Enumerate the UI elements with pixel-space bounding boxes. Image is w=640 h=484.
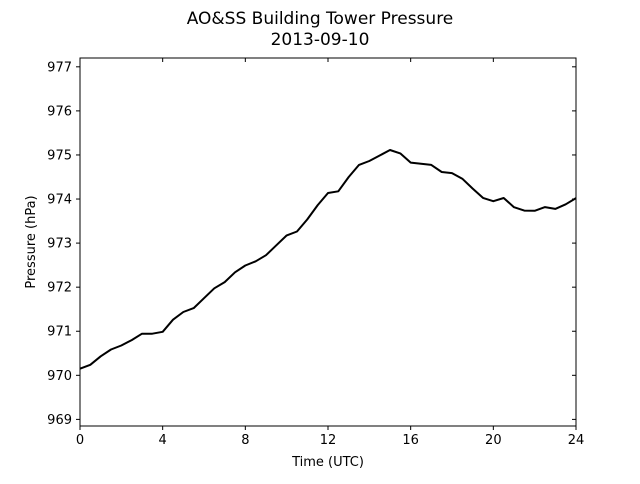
y-tick-label: 977 (47, 60, 72, 75)
y-tick-label: 969 (47, 413, 72, 428)
y-tick-label: 970 (47, 369, 72, 384)
chart-title: AO&SS Building Tower Pressure (187, 9, 454, 29)
y-tick-label: 973 (47, 237, 72, 252)
x-axis-label: Time (UTC) (291, 455, 364, 470)
y-tick-label: 971 (47, 325, 72, 340)
y-tick-label: 975 (47, 148, 72, 163)
x-tick-label: 16 (402, 433, 419, 448)
axes-frame (79, 57, 577, 427)
x-tick-label: 24 (568, 433, 585, 448)
x-tick-label: 8 (241, 433, 249, 448)
chart-subtitle: 2013-09-10 (271, 30, 370, 50)
x-tick-label: 0 (76, 433, 84, 448)
plot-area: 0 4 8 12 16 20 24 969 970 971 972 973 974 975 976 977 (47, 57, 585, 448)
y-axis-label: Pressure (hPa) (24, 195, 39, 288)
pressure-series-line-0 (79, 149, 577, 370)
y-tick-label: 974 (47, 193, 72, 208)
y-tick-label: 972 (47, 281, 72, 296)
x-tick-label: 12 (320, 433, 337, 448)
x-tick-label: 4 (159, 433, 167, 448)
y-tick-label: 976 (47, 104, 72, 119)
x-tick-label: 20 (485, 433, 502, 448)
